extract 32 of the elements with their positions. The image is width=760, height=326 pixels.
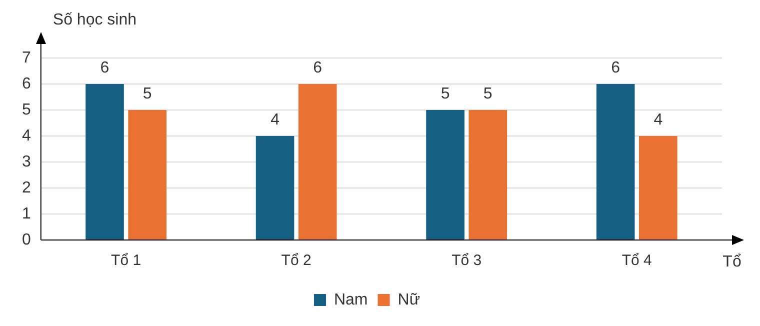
bar	[468, 110, 508, 240]
data-label: 6	[100, 59, 110, 76]
data-label: 6	[313, 59, 322, 76]
bar	[426, 110, 464, 240]
data-label: 4	[270, 111, 280, 128]
bar	[298, 84, 337, 240]
data-label: 5	[142, 85, 152, 102]
y-tick-label: 5	[22, 101, 31, 118]
x-tick-label: Tổ 4	[622, 252, 652, 270]
bar	[596, 84, 635, 240]
x-tick-label: Tổ 3	[452, 252, 482, 270]
x-axis-title: Tổ	[722, 253, 742, 270]
y-tick-label: 4	[22, 127, 31, 144]
data-label: 5	[483, 85, 492, 102]
bar	[86, 84, 124, 240]
bar	[128, 110, 166, 240]
y-tick-label: 0	[22, 231, 31, 248]
data-label: 6	[611, 59, 620, 76]
bar	[638, 136, 678, 240]
y-axis-title: Số học sinh	[52, 11, 137, 28]
data-label: 4	[654, 111, 663, 128]
x-tick-label: Tổ 1	[111, 252, 142, 270]
y-tick-label: 6	[22, 75, 31, 92]
y-tick-label: 3	[22, 153, 31, 170]
y-tick-label: 7	[22, 49, 31, 66]
bar	[256, 136, 294, 240]
data-label: 5	[440, 85, 450, 102]
y-tick-label: 2	[22, 179, 31, 196]
y-tick-label: 1	[22, 205, 31, 222]
legend-label: Nam	[334, 291, 368, 308]
legend-label: Nữ	[398, 291, 420, 308]
x-tick-label: Tổ 2	[281, 252, 312, 270]
